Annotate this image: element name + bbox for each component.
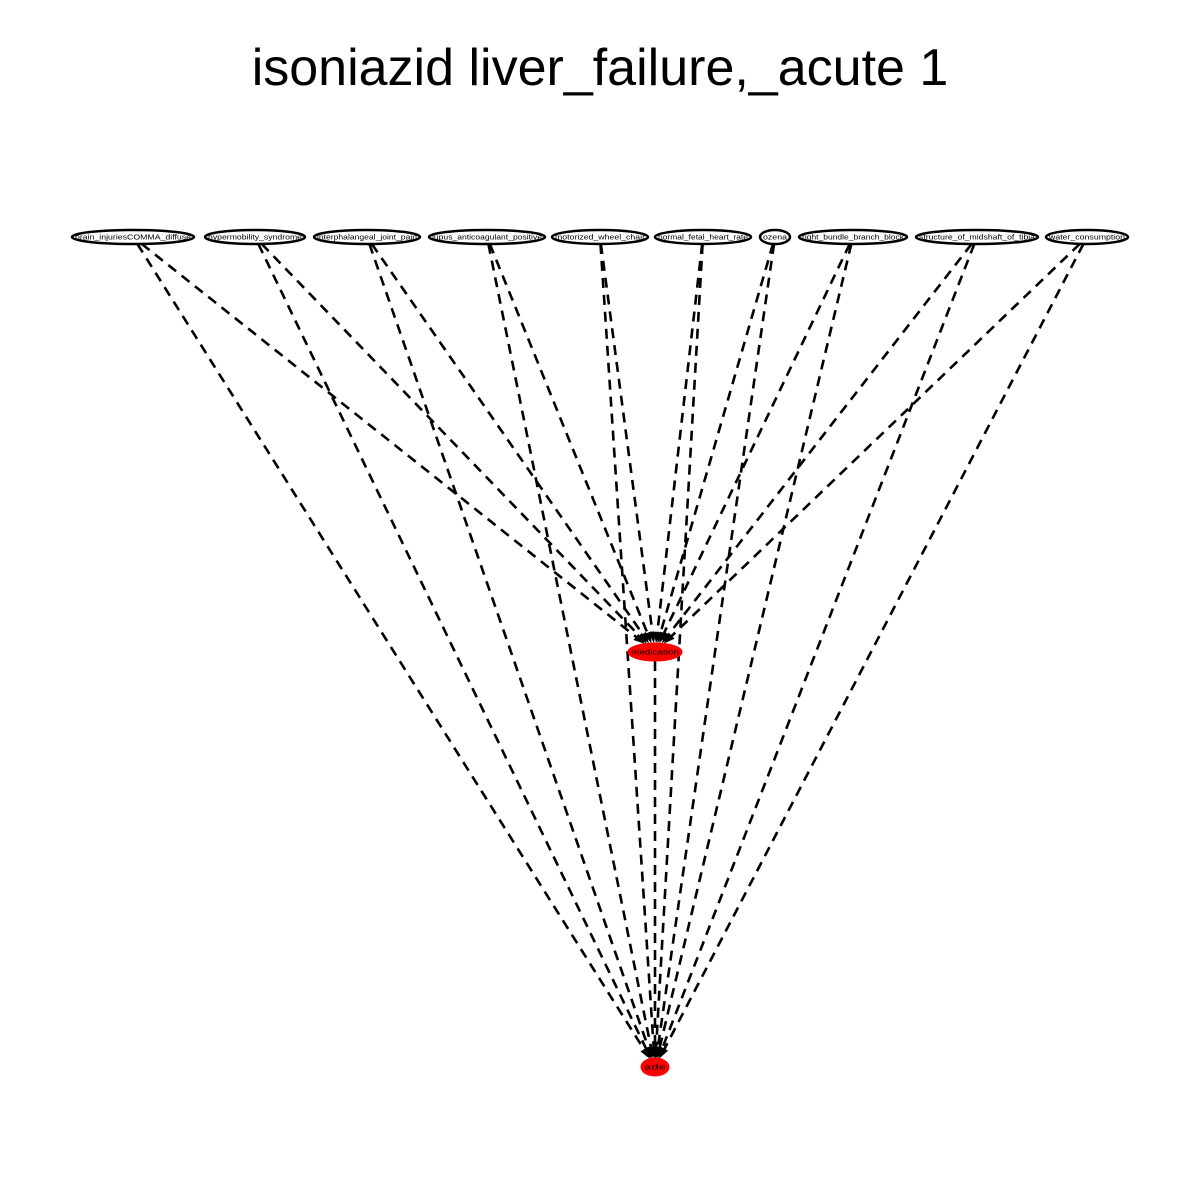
node-n3: lupus_anticoagulant_positive: [427, 228, 547, 246]
node-label: lupus_anticoagulant_positive: [432, 235, 542, 242]
node-label: interphalangeal_joint_pain: [317, 235, 417, 242]
node-label: ozena: [763, 235, 787, 242]
node-label: normal_fetal_heart_rate: [658, 235, 748, 242]
edge-n0-to-ade: [136, 243, 647, 1052]
node-ellipse: [640, 1057, 670, 1077]
edge-n9-to-ade: [662, 243, 1085, 1052]
node-n5: normal_fetal_heart_rate: [653, 228, 753, 246]
node-layer: brain_injuriesCOMMA_diffuse hypermobility…: [70, 228, 1130, 1077]
edge-n0-to-med: [140, 242, 639, 640]
arrowhead-n9-to-ade: [659, 1046, 669, 1059]
node-n0: brain_injuriesCOMMA_diffuse: [70, 228, 196, 246]
arrowhead-n1-to-med: [636, 632, 647, 644]
node-label: medication: [631, 650, 679, 657]
edge-n8-to-med: [666, 243, 973, 638]
edge-n9-to-med: [669, 242, 1081, 639]
node-label: ade: [644, 1065, 666, 1072]
edge-n1-to-ade: [257, 243, 649, 1052]
edge-n5-to-ade: [654, 243, 704, 1050]
arrowhead-med-to-ade: [651, 1047, 659, 1058]
edge-n5-to-med: [655, 243, 704, 635]
node-n2: interphalangeal_joint_pain: [312, 228, 422, 246]
node-ellipse: [914, 228, 1040, 246]
edge-n8-to-ade: [660, 243, 976, 1051]
node-ellipse: [758, 228, 792, 246]
node-n9: water_consumption: [1044, 228, 1130, 246]
arrowhead-n9-to-med: [663, 633, 675, 644]
edge-n6-to-med: [658, 243, 775, 635]
node-label: water_consumption: [1048, 235, 1125, 242]
node-n7: right_bundle_branch_block: [797, 228, 909, 246]
edge-n3-to-ade: [487, 243, 653, 1050]
diagram-title: isoniazid liver_failure,_acute 1: [252, 39, 949, 97]
node-ellipse: [653, 228, 753, 246]
node-n8: structure_of_midshaft_of_tibia: [914, 228, 1040, 246]
edge-n7-to-ade: [657, 243, 853, 1050]
node-n4: motorized_wheel_chair: [550, 228, 650, 246]
node-label: brain_injuriesCOMMA_diffuse: [75, 235, 191, 242]
node-ellipse: [550, 228, 650, 246]
node-label: hypermobility_syndrome: [208, 235, 302, 242]
node-ellipse: [797, 228, 909, 246]
edge-n2-to-med: [370, 243, 645, 637]
node-ellipse: [627, 642, 683, 662]
edge-n3-to-med: [488, 243, 650, 636]
node-med: medication: [627, 642, 683, 662]
node-ellipse: [312, 228, 422, 246]
edge-n1-to-med: [260, 242, 642, 639]
node-ellipse: [427, 228, 547, 246]
node-label: structure_of_midshaft_of_tibia: [919, 235, 1035, 242]
node-label: motorized_wheel_chair: [555, 235, 646, 242]
node-n6: ozena: [758, 228, 792, 246]
node-ade: ade: [640, 1057, 670, 1077]
edge-n4-to-ade: [599, 243, 656, 1050]
edge-n7-to-med: [661, 243, 851, 636]
edge-n2-to-ade: [368, 243, 651, 1051]
node-label: right_bundle_branch_block: [802, 235, 905, 242]
edge-layer: [136, 242, 1085, 1059]
node-ellipse: [70, 228, 196, 246]
node-n1: hypermobility_syndrome: [203, 228, 307, 246]
node-ellipse: [203, 228, 307, 246]
edge-n4-to-med: [599, 243, 654, 635]
node-ellipse: [1044, 228, 1130, 246]
